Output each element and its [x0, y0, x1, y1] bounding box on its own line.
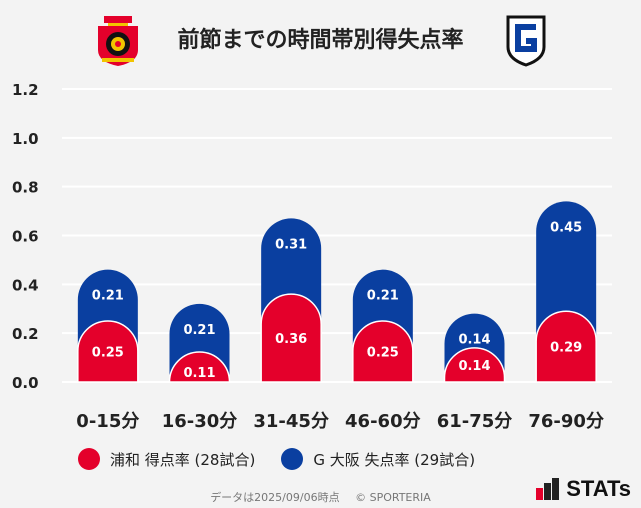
y-tick-label: 0.8 — [12, 179, 39, 197]
footer: データは2025/09/06時点 © SPORTERIA — [0, 489, 641, 505]
chart-title: 前節までの時間帯別得失点率 — [177, 28, 464, 53]
bar-home-0 — [77, 320, 139, 383]
value-label-away: 0.31 — [275, 237, 307, 252]
x-tick-label: 16-30分 — [162, 411, 238, 432]
legend-away-label: G 大阪 失点率 (29試合) — [313, 450, 476, 469]
copyright-text: © SPORTERIA — [355, 491, 431, 504]
value-label-away: 0.45 — [550, 220, 582, 235]
x-tick-label: 0-15分 — [76, 411, 139, 432]
data-date-text: データは2025/09/06時点 — [210, 491, 340, 504]
value-label-away: 0.21 — [92, 289, 124, 304]
bar-home-5 — [535, 310, 597, 383]
stats-logo-icon — [536, 478, 560, 500]
value-label-home: 0.25 — [92, 345, 124, 360]
value-label-home: 0.36 — [275, 332, 307, 347]
y-tick-label: 0.2 — [12, 325, 39, 343]
value-label-home: 0.11 — [183, 366, 215, 381]
value-label-home: 0.14 — [458, 359, 490, 374]
brand-text: STATs — [566, 476, 631, 501]
legend-item-away: G 大阪 失点率 (29試合) — [281, 448, 475, 470]
y-tick-label: 1.0 — [12, 130, 39, 148]
y-tick-label: 0.6 — [12, 228, 39, 246]
legend-home-swatch — [78, 448, 100, 470]
legend-home-label: 浦和 得点率 (28試合) — [110, 450, 256, 469]
value-label-away: 0.14 — [458, 333, 490, 348]
bar-chart: 0.0 0.2 0.4 0.6 0.8 1.0 1.2 0.25 0.21 0.11 0.21 0.… — [12, 81, 612, 432]
value-label-away: 0.21 — [367, 289, 399, 304]
value-label-home: 0.29 — [550, 341, 582, 356]
urawa-crest-icon — [98, 16, 138, 66]
legend-item-home: 浦和 得点率 (28試合) — [78, 448, 255, 470]
legend-away-swatch — [281, 448, 304, 470]
x-tick-label: 61-75分 — [437, 411, 513, 432]
x-tick-label: 76-90分 — [528, 411, 604, 432]
bar-home-2 — [260, 293, 322, 383]
bar-home-3 — [352, 320, 414, 383]
gamba-crest-icon — [506, 15, 546, 67]
x-tick-label: 46-60分 — [345, 411, 421, 432]
value-label-home: 0.25 — [367, 345, 399, 360]
stats-logo: STATs — [536, 476, 631, 502]
y-tick-label: 0.0 — [12, 374, 39, 392]
y-tick-label: 0.4 — [12, 276, 39, 294]
x-tick-label: 31-45分 — [253, 411, 329, 432]
legend: 浦和 得点率 (28試合) G 大阪 失点率 (29試合) — [78, 448, 501, 470]
bar-home-1 — [168, 351, 231, 383]
y-tick-label: 1.2 — [12, 81, 39, 99]
bar-home-4 — [443, 347, 506, 383]
value-label-away: 0.21 — [183, 323, 215, 338]
